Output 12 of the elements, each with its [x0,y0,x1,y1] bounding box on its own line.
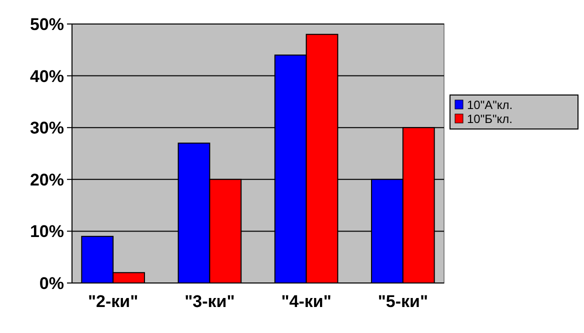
x-tick-label: "4-ки" [281,292,332,311]
x-tick-label: "5-ки" [378,292,428,311]
legend-label: 10"Б"кл. [467,112,512,126]
y-tick-label: 40% [30,66,64,86]
y-tick-label: 50% [30,14,64,34]
y-tick-label: 10% [30,222,64,242]
y-tick-label: 20% [30,170,64,190]
y-tick-label: 30% [30,118,64,138]
y-tick-label: 0% [39,274,64,293]
x-tick-label: "2-ки" [88,292,138,311]
x-tick-label: "3-ки" [184,292,235,311]
legend-label: 10"А"кл. [467,98,513,112]
